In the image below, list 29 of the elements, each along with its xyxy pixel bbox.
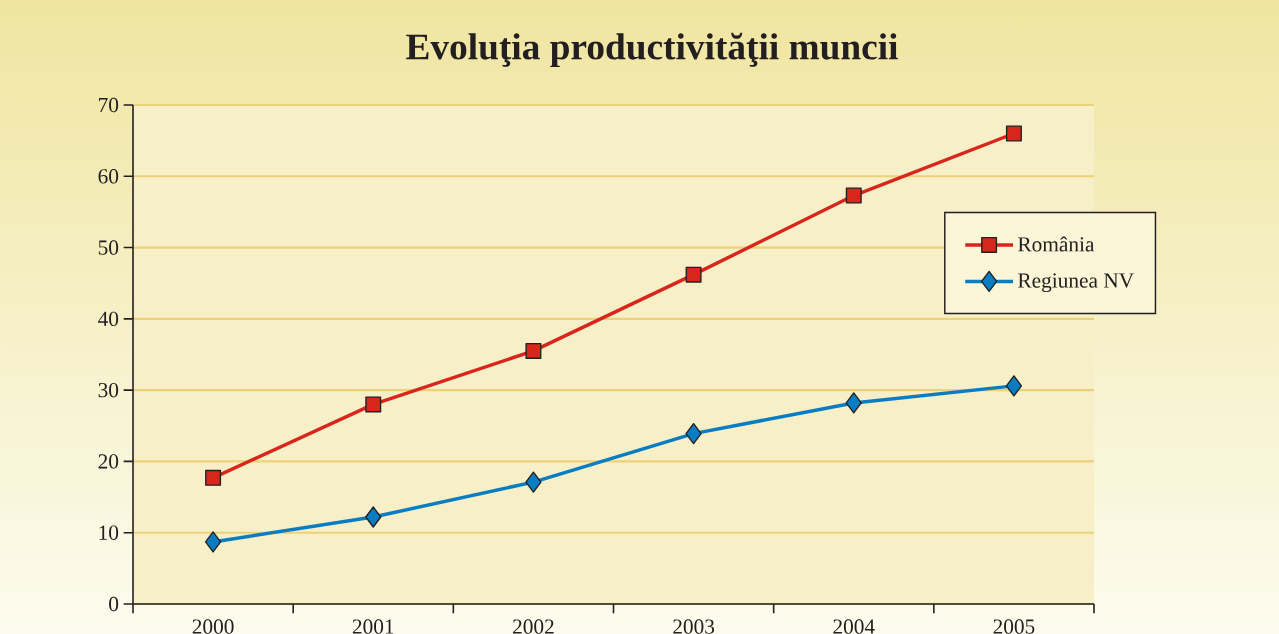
- point: [365, 506, 382, 528]
- point: [685, 422, 702, 445]
- y-tick-label: 0: [109, 596, 119, 612]
- point: [845, 187, 862, 204]
- x-tick-label: 2001: [352, 619, 394, 634]
- y-tick-label: 10: [99, 525, 119, 540]
- point: [365, 396, 382, 413]
- y-tick-label: 30: [98, 382, 119, 398]
- x-tick-label: 2003: [673, 619, 715, 634]
- point: [845, 392, 862, 414]
- legend-label: Regiunea NV: [1018, 273, 1134, 293]
- y-tick-label: 20: [98, 454, 119, 469]
- chart-title: Evoluţia productivităţii muncii: [406, 32, 898, 68]
- y-tick-label: 50: [98, 240, 119, 255]
- point: [525, 471, 542, 493]
- x-tick-label: 2000: [192, 619, 234, 634]
- point: [205, 469, 222, 486]
- legend-label: România: [1018, 236, 1095, 252]
- point: [1005, 375, 1023, 397]
- point: [685, 266, 702, 283]
- point: [525, 342, 542, 359]
- y-tick-label: 70: [99, 97, 119, 113]
- y-tick-label: 60: [98, 169, 119, 184]
- x-tick-label: 2002: [513, 619, 554, 634]
- x-tick-label: 2005: [993, 619, 1035, 634]
- x-tick-label: 2004: [833, 619, 875, 634]
- point: [204, 531, 222, 553]
- point: [1005, 125, 1022, 142]
- y-tick-label: 40: [98, 311, 119, 327]
